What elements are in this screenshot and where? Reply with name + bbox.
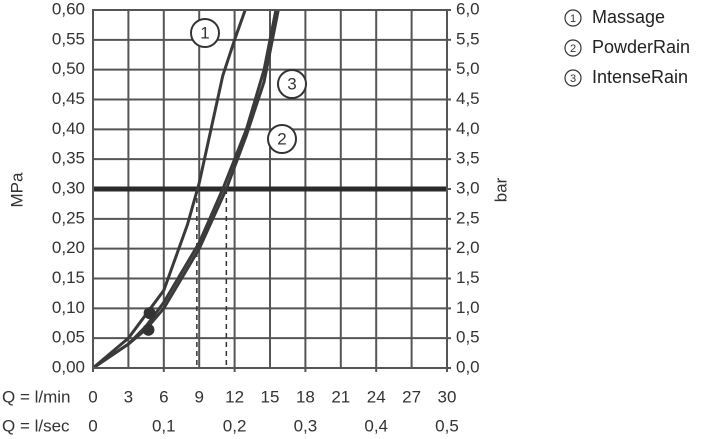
y2-tick-label: 2,0 — [456, 238, 480, 257]
y2-tick-label: 0,0 — [456, 357, 480, 376]
y2-tick-label: 5,0 — [456, 59, 480, 78]
y2-tick-label: 3,0 — [456, 178, 480, 197]
x2-tick-label: 0,1 — [152, 416, 176, 435]
x-tick-label: 24 — [367, 387, 386, 406]
y-tick-label: 0,45 — [52, 89, 85, 108]
legend-circle — [564, 9, 582, 27]
y-tick-label: 0,60 — [52, 0, 85, 18]
x-tick-label: 3 — [124, 387, 133, 406]
point — [143, 307, 156, 320]
legend-label: PowderRain — [592, 37, 690, 57]
x2-tick-label: 0 — [88, 416, 97, 435]
y2-tick-label: 4,0 — [456, 119, 480, 138]
y-tick-label: 0,00 — [52, 357, 85, 376]
y2-tick-label: 4,5 — [456, 89, 480, 108]
x2-tick-label: 0,5 — [435, 416, 459, 435]
x-tick-label: 30 — [438, 387, 457, 406]
y-tick-label: 0,30 — [52, 178, 85, 197]
x2-tick-label: 0,3 — [294, 416, 318, 435]
series-line — [92, 9, 247, 370]
y2-tick-label: 6,0 — [456, 0, 480, 18]
legend-number: 2 — [570, 43, 576, 55]
legend-label: Massage — [592, 7, 665, 27]
x-tick-label: 6 — [159, 387, 168, 406]
legend-circle — [564, 39, 582, 57]
y2-tick-label: 2,5 — [456, 208, 480, 227]
x-tick-label: 0 — [88, 387, 97, 406]
x-tick-label: 27 — [402, 387, 421, 406]
y-tick-label: 0,20 — [52, 238, 85, 257]
callout-circle — [277, 69, 307, 99]
legend-number: 3 — [570, 73, 576, 85]
y-tick-label: 0,25 — [52, 208, 85, 227]
y2-axis-label: bar — [491, 177, 510, 202]
y2-tick-label: 3,5 — [456, 149, 480, 168]
callout-label: 2 — [277, 129, 286, 148]
y-tick-label: 0,50 — [52, 59, 85, 78]
series-line — [92, 9, 278, 370]
y-tick-label: 0,05 — [52, 328, 85, 347]
plot-frame — [92, 9, 448, 369]
legend-number: 1 — [570, 13, 576, 25]
x-tick-label: 18 — [296, 387, 315, 406]
y-tick-label: 0,40 — [52, 119, 85, 138]
y-axis-label: MPa — [7, 172, 26, 208]
x-tick-label: 9 — [194, 387, 203, 406]
x2-tick-label: 0,4 — [364, 416, 388, 435]
y-tick-label: 0,15 — [52, 268, 85, 287]
y-tick-label: 0,55 — [52, 29, 85, 48]
x-axis-label: Q = l/min — [2, 387, 71, 406]
y-tick-label: 0,35 — [52, 149, 85, 168]
legend-circle — [564, 69, 582, 87]
callout-circle — [190, 18, 220, 48]
x-tick-label: 21 — [331, 387, 350, 406]
legend-label: IntenseRain — [592, 67, 688, 87]
x2-tick-label: 0,2 — [223, 416, 247, 435]
y2-tick-label: 5,5 — [456, 29, 480, 48]
point — [142, 323, 155, 336]
callout-label: 1 — [200, 23, 209, 42]
callout-circle — [267, 124, 297, 154]
y2-tick-label: 1,5 — [456, 268, 480, 287]
x2-axis-label: Q = l/sec — [2, 416, 70, 435]
y2-tick-label: 0,5 — [456, 328, 480, 347]
callout-label: 3 — [287, 74, 296, 93]
y-tick-label: 0,10 — [52, 298, 85, 317]
x-tick-label: 12 — [225, 387, 244, 406]
x-tick-label: 15 — [261, 387, 280, 406]
y2-tick-label: 1,0 — [456, 298, 480, 317]
